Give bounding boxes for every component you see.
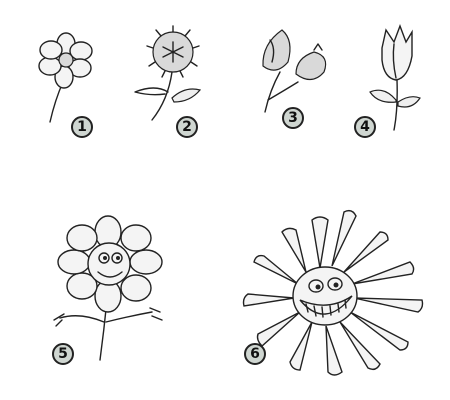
- dandelion-flower-icon: [134, 25, 202, 121]
- step-5-number: 5: [52, 343, 74, 365]
- step-1-number: 1: [71, 116, 93, 138]
- rose-buds-icon: [262, 29, 327, 113]
- step-4-number: 4: [354, 116, 376, 138]
- tulip-icon: [369, 24, 421, 131]
- smiling-flower-with-arms-icon: [53, 215, 163, 361]
- grinning-daisy-icon: [242, 209, 424, 376]
- step-3-number: 3: [282, 107, 304, 129]
- step-6-number: 6: [244, 343, 266, 365]
- step-2-number: 2: [176, 116, 198, 138]
- simple-flower-icon: [38, 32, 93, 123]
